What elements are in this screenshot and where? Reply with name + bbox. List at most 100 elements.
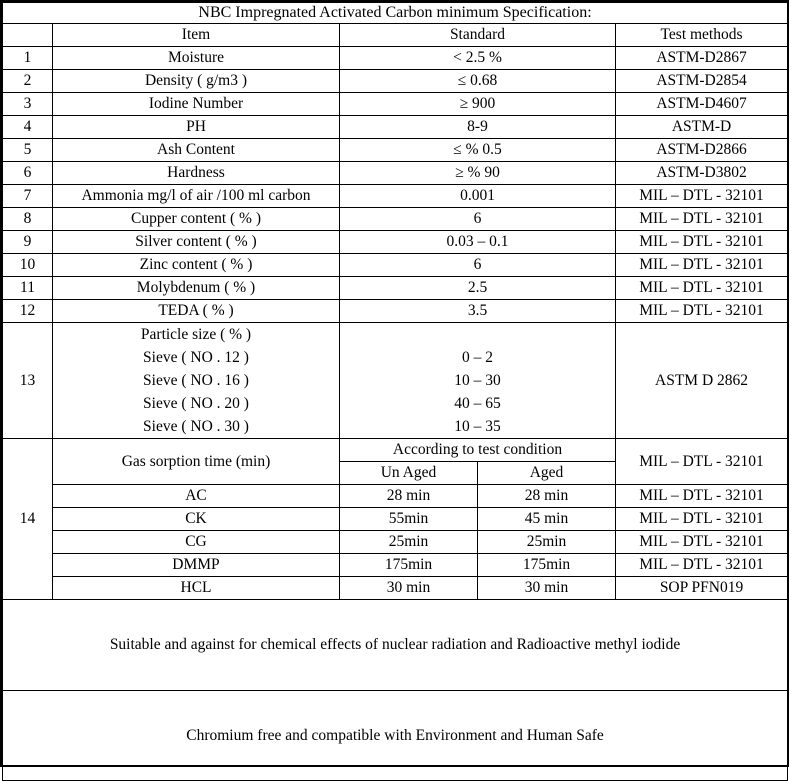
- table-row: 11 Molybdenum ( % ) 2.5 MIL – DTL - 3210…: [2, 276, 789, 300]
- spec-test: MIL – DTL - 32101: [614, 530, 789, 554]
- spec-no: 1: [2, 46, 53, 70]
- spec-test: ASTM-D3802: [614, 161, 789, 185]
- spec-test: MIL – DTL - 32101: [614, 184, 789, 208]
- spec-test: ASTM D 2862: [614, 322, 789, 439]
- spec-test: MIL – DTL - 32101: [614, 253, 789, 277]
- sieve-range: 10 – 30: [454, 372, 501, 389]
- table-row: 2 Density ( g/m3 ) ≤ 0.68 ASTM-D2854: [2, 69, 789, 93]
- spec-item: Moisture: [52, 46, 340, 70]
- gas-sorption-label: Gas sorption time (min): [52, 438, 340, 485]
- spec-test: ASTM-D2866: [614, 138, 789, 162]
- gas-aged-value: 25min: [477, 530, 616, 554]
- spec-test: ASTM-D4607: [614, 92, 789, 116]
- spec-item: Density ( g/m3 ): [52, 69, 340, 93]
- spec-standard: 6: [339, 253, 616, 277]
- spec-standard: ≤ % 0.5: [339, 138, 616, 162]
- spec-test: ASTM-D2854: [614, 69, 789, 93]
- spec-no: 12: [2, 299, 53, 323]
- gas-unaged-value: 28 min: [339, 484, 478, 508]
- spec-no: 5: [2, 138, 53, 162]
- gas-name: CG: [52, 530, 340, 554]
- sieve-range: [342, 324, 613, 347]
- particle-size-row: 13 Particle size ( % ) Sieve ( NO . 12 )…: [2, 322, 789, 439]
- gas-sorption-header-row: 14 Gas sorption time (min) According to …: [2, 438, 789, 600]
- spec-item: Hardness: [52, 161, 340, 185]
- spec-standard: < 2.5 %: [339, 46, 616, 70]
- gas-aged-value: 30 min: [477, 576, 616, 600]
- spec-item: TEDA ( % ): [52, 299, 340, 323]
- sieve-line: Sieve ( NO . 12 ): [143, 349, 249, 366]
- spec-standard: ≤ 0.68: [339, 69, 616, 93]
- spec-standard: ≥ 900: [339, 92, 616, 116]
- table-row: 1 Moisture < 2.5 % ASTM-D2867: [2, 46, 789, 70]
- spec-no: 2: [2, 69, 53, 93]
- spec-test: ASTM-D2867: [614, 46, 789, 70]
- spec-item: Cupper content ( % ): [52, 207, 340, 231]
- spec-item: Ammonia mg/l of air /100 ml carbon: [52, 184, 340, 208]
- gas-name: AC: [52, 484, 340, 508]
- spec-standard: 0.03 – 0.1: [339, 230, 616, 254]
- sieve-line: Sieve ( NO . 30 ): [143, 418, 249, 435]
- spec-no: 10: [2, 253, 53, 277]
- note-chromium-text: Chromium free and compatible with Enviro…: [1, 690, 789, 781]
- spec-test: MIL – DTL - 32101: [614, 507, 789, 531]
- spec-no: 14: [2, 438, 53, 600]
- gas-row: DMMP 175min 175min MIL – DTL - 32101: [3, 553, 789, 577]
- header-row: Item Standard Test methods: [2, 23, 789, 47]
- spec-item: PH: [52, 115, 340, 139]
- particle-size-item-cell: Particle size ( % ) Sieve ( NO . 12 ) Si…: [52, 322, 340, 439]
- table-row: 4 PH 8-9 ASTM-D: [2, 115, 789, 139]
- spec-standard: 8-9: [339, 115, 616, 139]
- gas-unaged-value: 25min: [339, 530, 478, 554]
- spec-test: MIL – DTL - 32101: [614, 230, 789, 254]
- sieve-range: 10 – 35: [454, 418, 501, 435]
- spec-item: Iodine Number: [52, 92, 340, 116]
- title-row: NBC Impregnated Activated Carbon minimum…: [1, 2, 789, 24]
- spec-test: SOP PFN019: [614, 576, 789, 600]
- header-item: Item: [52, 23, 340, 47]
- spec-standard: 2.5: [339, 276, 616, 300]
- spec-item: Molybdenum ( % ): [52, 276, 340, 300]
- spec-test: MIL – DTL - 32101: [614, 299, 789, 323]
- spec-no: 11: [2, 276, 53, 300]
- spec-test: ASTM-D: [614, 115, 789, 139]
- spec-standard: 6: [339, 207, 616, 231]
- table-row: 6 Hardness ≥ % 90 ASTM-D3802: [2, 161, 789, 185]
- gas-name: HCL: [52, 576, 340, 600]
- particle-size-standard-cell: 0 – 2 10 – 30 40 – 65 10 – 35: [339, 322, 616, 439]
- note-radiation-text: Suitable and against for chemical effect…: [1, 599, 789, 691]
- sieve-range: 0 – 2: [462, 349, 493, 366]
- gas-row: CG 25min 25min MIL – DTL - 32101: [3, 530, 789, 554]
- spec-no: 3: [2, 92, 53, 116]
- note-row-radiation: Suitable and against for chemical effect…: [1, 599, 789, 691]
- spec-no: 8: [2, 207, 53, 231]
- gas-aged-value: 45 min: [477, 507, 616, 531]
- gas-aged-value: 28 min: [477, 484, 616, 508]
- spec-test: MIL – DTL - 32101: [614, 438, 789, 485]
- spec-test: MIL – DTL - 32101: [614, 207, 789, 231]
- sieve-range: 40 – 65: [454, 395, 501, 412]
- table-row: 10 Zinc content ( % ) 6 MIL – DTL - 3210…: [2, 253, 789, 277]
- gas-name: DMMP: [52, 553, 340, 577]
- spec-no: 7: [2, 184, 53, 208]
- header-no: [2, 23, 53, 47]
- gas-row: AC 28 min 28 min MIL – DTL - 32101: [3, 484, 789, 508]
- table-row: 5 Ash Content ≤ % 0.5 ASTM-D2866: [2, 138, 789, 162]
- unaged-header: Un Aged: [339, 461, 478, 485]
- spec-test: MIL – DTL - 32101: [614, 553, 789, 577]
- gas-unaged-value: 30 min: [339, 576, 478, 600]
- spec-standard: ≥ % 90: [339, 161, 616, 185]
- table-title: NBC Impregnated Activated Carbon minimum…: [1, 2, 789, 24]
- aged-header: Aged: [477, 461, 616, 485]
- aged-header-row: Un Aged Aged: [3, 461, 788, 485]
- spec-item: Zinc content ( % ): [52, 253, 340, 277]
- particle-size-line: Particle size ( % ): [140, 326, 252, 343]
- gas-row: HCL 30 min 30 min SOP PFN019: [3, 576, 789, 600]
- table-row: 9 Silver content ( % ) 0.03 – 0.1 MIL – …: [2, 230, 789, 254]
- spec-no: 4: [2, 115, 53, 139]
- table-row: 12 TEDA ( % ) 3.5 MIL – DTL - 32101: [2, 299, 789, 323]
- condition-header: According to test condition: [339, 438, 616, 462]
- note-row-chromium: Chromium free and compatible with Enviro…: [1, 690, 789, 781]
- table-row: 3 Iodine Number ≥ 900 ASTM-D4607: [2, 92, 789, 116]
